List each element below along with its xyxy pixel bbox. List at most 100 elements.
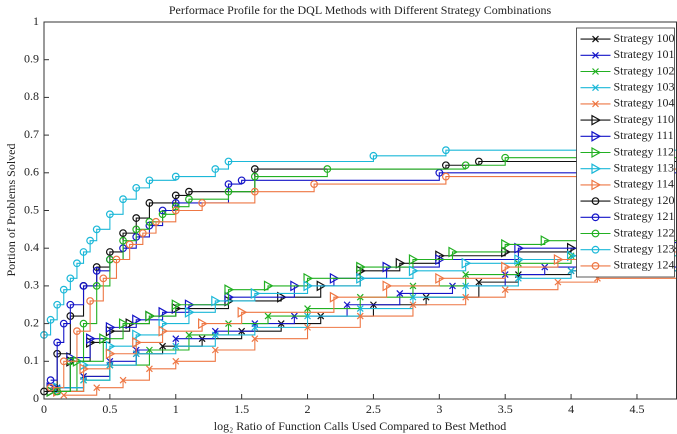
legend-marker: [592, 84, 599, 92]
y-tick-label: 0.9: [24, 51, 39, 65]
legend-marker: [591, 197, 600, 206]
marker: [566, 250, 577, 262]
marker: [395, 257, 406, 269]
marker: [567, 267, 575, 275]
marker: [119, 195, 127, 204]
y-tick-label: 0.5: [24, 202, 39, 216]
marker: [198, 318, 208, 330]
marker: [73, 327, 81, 336]
x-tick-label: 3: [436, 402, 442, 416]
marker: [86, 333, 96, 345]
series-line: [50, 168, 677, 389]
x-tick-label: 0.5: [102, 402, 117, 416]
legend-marker: [591, 130, 602, 142]
series: [46, 165, 677, 392]
legend-marker: [591, 163, 602, 175]
series: [53, 246, 677, 397]
marker: [514, 242, 525, 254]
x-tick-label: 3.5: [498, 402, 513, 416]
legend-marker: [591, 146, 602, 159]
marker: [409, 301, 417, 309]
legend-label: Strategy 102: [614, 63, 675, 77]
marker: [138, 229, 147, 238]
marker: [99, 274, 108, 283]
series-line: [57, 270, 677, 393]
marker: [442, 172, 450, 181]
legend-label: Strategy 100: [614, 31, 675, 45]
marker: [251, 323, 259, 331]
series: [53, 263, 677, 392]
marker: [92, 282, 101, 290]
marker: [59, 319, 68, 328]
y-tick-label: 1: [33, 14, 39, 28]
marker: [172, 342, 180, 350]
marker: [145, 176, 154, 185]
marker: [237, 306, 248, 318]
marker: [59, 285, 68, 294]
marker: [145, 310, 156, 322]
y-tick-label: 0.3: [24, 278, 39, 292]
marker: [250, 187, 259, 196]
marker: [185, 331, 193, 339]
x-axis-label: log₂ Ratio of Function Calls Used Compar…: [214, 419, 507, 433]
marker: [462, 271, 470, 279]
marker: [60, 391, 68, 399]
marker: [184, 306, 195, 318]
marker: [171, 191, 180, 200]
marker: [501, 238, 511, 250]
marker: [132, 329, 142, 341]
marker: [250, 287, 261, 299]
marker: [264, 312, 272, 320]
legend-marker: [591, 114, 602, 126]
marker: [46, 383, 55, 392]
marker: [86, 236, 95, 245]
marker: [105, 348, 116, 360]
marker: [408, 265, 419, 277]
marker: [408, 253, 419, 266]
marker: [304, 305, 311, 312]
marker: [356, 272, 366, 284]
series: [53, 267, 677, 395]
legend-label: Strategy 124: [614, 258, 675, 272]
y-tick-label: 0: [33, 391, 39, 405]
x-tick-label: 0: [41, 402, 47, 416]
marker: [66, 300, 75, 309]
x-tick-label: 2: [305, 402, 311, 416]
marker: [250, 172, 259, 181]
marker: [323, 165, 332, 173]
legend-label: Strategy 114: [614, 177, 675, 191]
marker: [171, 299, 182, 311]
legend-label: Strategy 120: [614, 193, 675, 207]
series: [60, 274, 677, 399]
marker: [145, 199, 154, 207]
marker: [224, 187, 233, 196]
marker: [554, 278, 562, 286]
series-line: [57, 270, 677, 393]
marker: [461, 161, 470, 170]
legend-label: Strategy 103: [614, 79, 675, 93]
marker: [46, 315, 55, 324]
legend-marker: [591, 213, 600, 222]
marker: [86, 297, 95, 305]
legend-label: Strategy 121: [614, 209, 675, 223]
marker: [172, 335, 180, 343]
marker: [73, 259, 81, 268]
y-tick-label: 0.2: [24, 315, 39, 329]
y-tick-label: 0.6: [24, 165, 39, 179]
marker: [553, 253, 564, 266]
marker: [152, 217, 160, 226]
legend-marker: [592, 68, 599, 75]
marker: [105, 210, 114, 219]
legend-marker: [592, 35, 599, 43]
marker: [172, 357, 180, 365]
marker: [66, 274, 75, 283]
marker: [92, 266, 101, 275]
marker: [251, 335, 259, 343]
marker: [501, 261, 511, 273]
marker: [310, 180, 319, 189]
legend: Strategy 100 Strategy 101 Strategy 102 Stra…: [576, 27, 675, 278]
marker: [132, 314, 142, 326]
marker: [125, 240, 134, 249]
marker: [224, 284, 235, 296]
